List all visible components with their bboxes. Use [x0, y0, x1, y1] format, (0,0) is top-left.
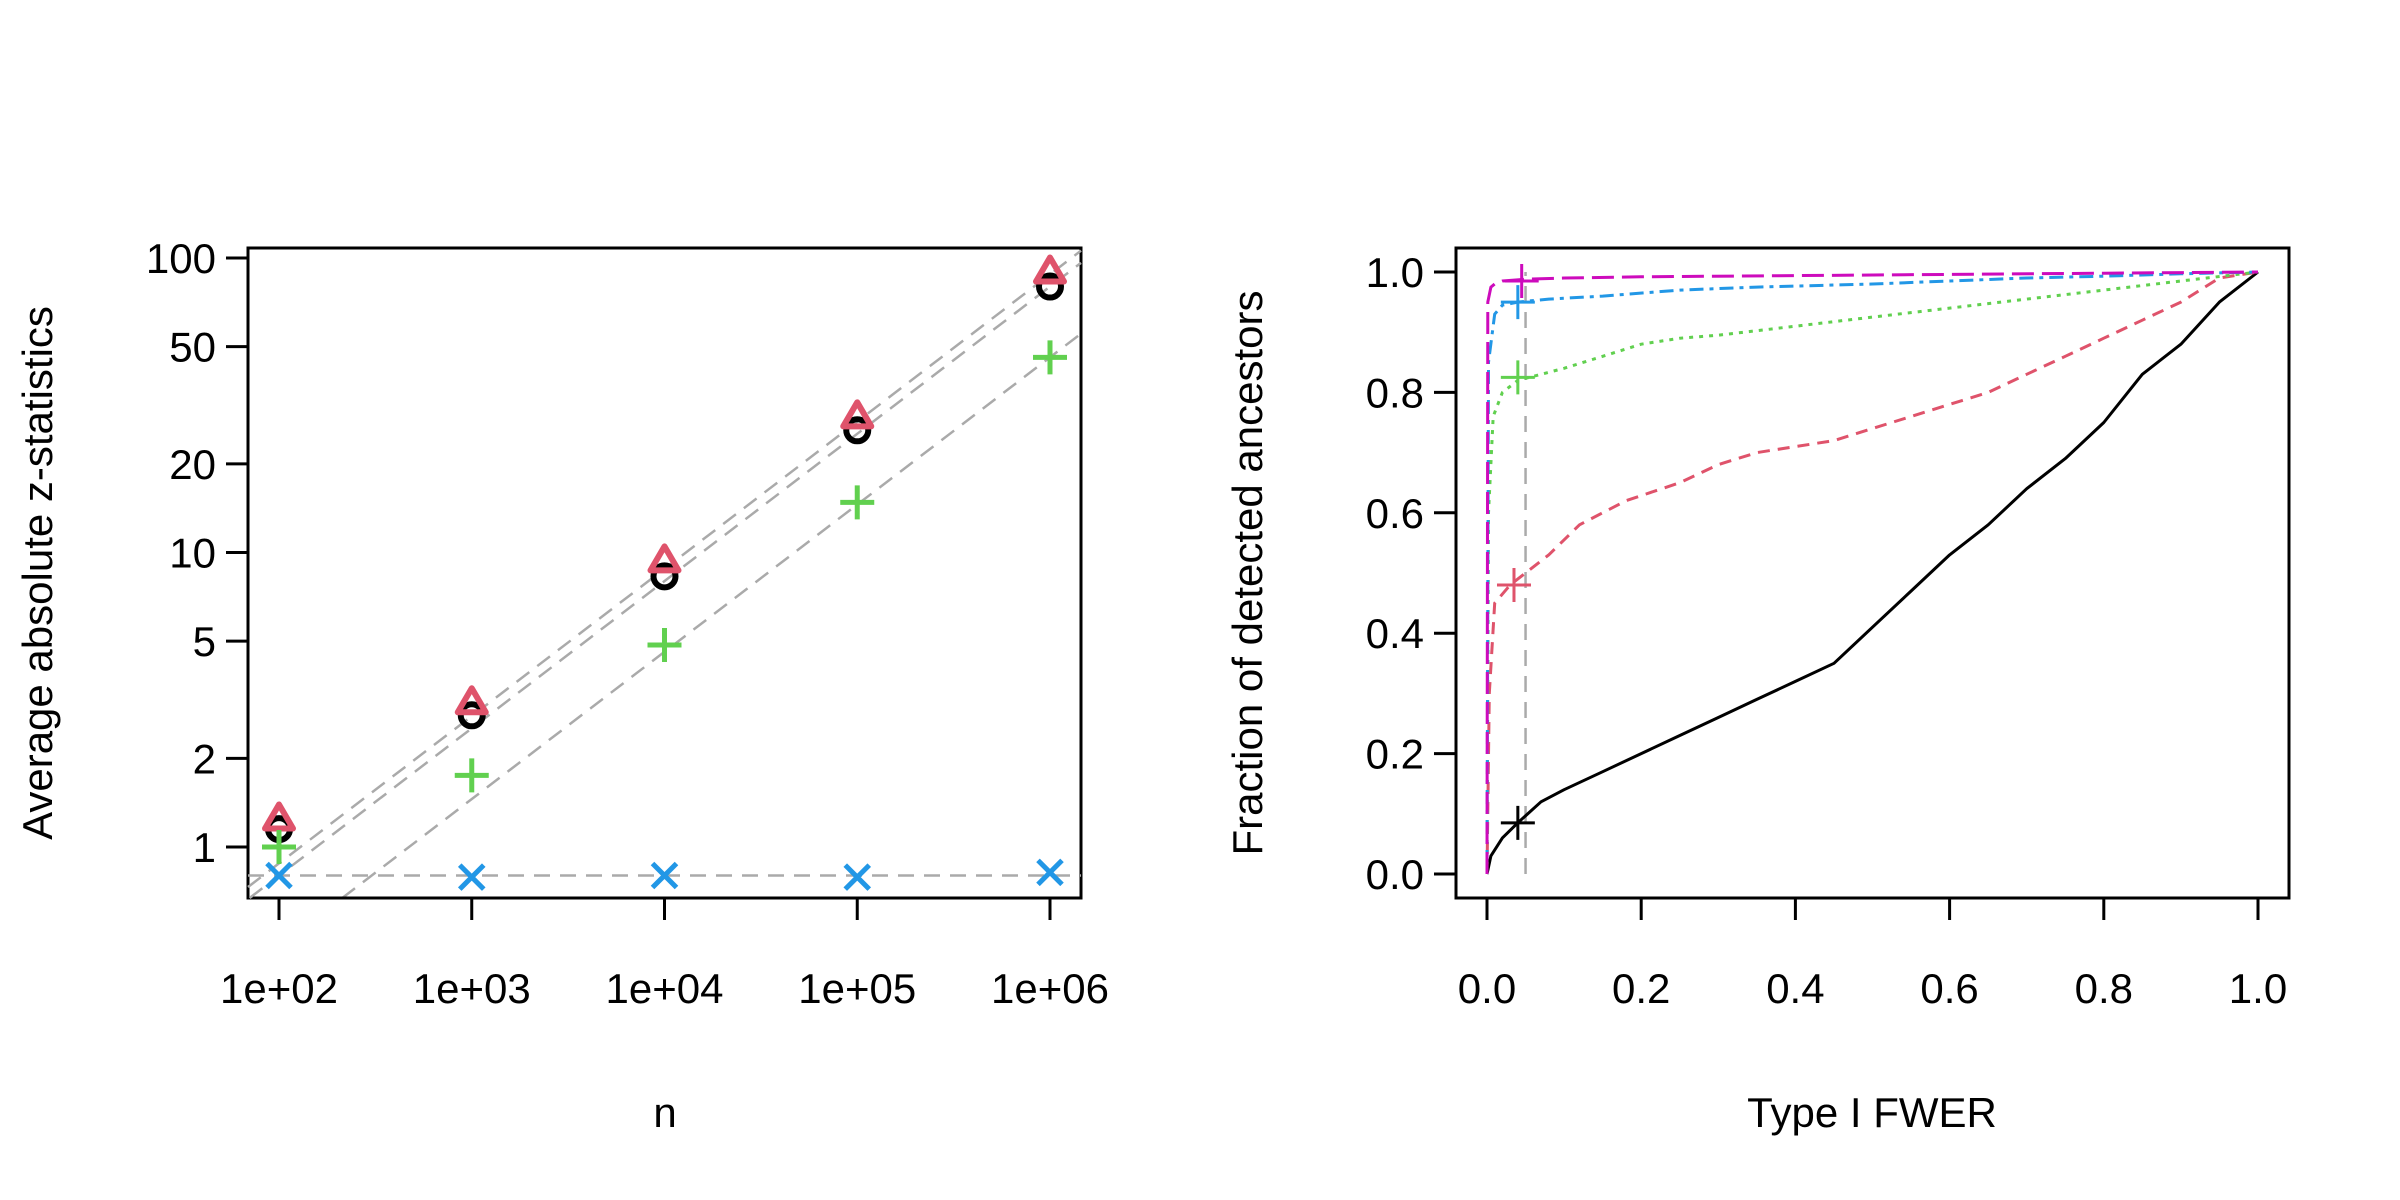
right-marker-green [1500, 360, 1535, 395]
left-point-plus [1033, 340, 1067, 375]
left-point-plus [840, 485, 875, 520]
right-y-tick-label: 0.8 [1366, 369, 1424, 416]
right-y-tick-label: 0.2 [1366, 731, 1424, 778]
left-point-cross [650, 861, 679, 890]
left-y-tick-label: 1 [193, 824, 216, 871]
right-marker-magenta [1504, 264, 1539, 299]
right-y-axis-label: Fraction of detected ancestors [1224, 291, 1271, 856]
right-series-markers [1496, 264, 1539, 840]
left-point-circle [1036, 272, 1064, 301]
right-x-tick-label: 0.8 [2075, 965, 2133, 1012]
left-point-plus [262, 830, 296, 864]
left-data-points [262, 254, 1067, 891]
left-point-circle [843, 416, 872, 445]
left-point-triangle [1033, 254, 1067, 285]
left-point-triangle [262, 801, 296, 832]
right-y-tick-label: 0.4 [1366, 610, 1424, 657]
left-x-axis-label: n [653, 1089, 676, 1136]
left-y-axis-label: Average absolute z-statistics [14, 306, 61, 840]
right-series-red [1485, 270, 2259, 875]
right-y-tick-label: 0.6 [1366, 490, 1424, 537]
left-point-circle [650, 562, 679, 591]
left-y-tick-label: 5 [193, 618, 216, 665]
right-marker-red [1496, 568, 1531, 603]
left-point-triangle [647, 543, 682, 574]
left-x-tick-label: 1e+04 [606, 965, 724, 1012]
right-x-tick-label: 0.6 [1920, 965, 1978, 1012]
right-marker-blue [1500, 285, 1535, 320]
right-x-axis: 0.0 0.2 0.4 0.6 0.8 1.0 [1458, 896, 2287, 1012]
right-series-black [1485, 270, 2259, 875]
left-chart: 1 2 5 10 20 50 100 1e+02 1e+03 1e+04 1e+05 1e+06 n… [14, 235, 1109, 1136]
left-point-cross [265, 861, 293, 890]
left-point-plus [454, 758, 489, 793]
right-x-tick-label: 0.2 [1612, 965, 1670, 1012]
right-x-tick-label: 1.0 [2229, 965, 2287, 1012]
right-series-blue [1485, 270, 2259, 875]
left-point-cross [457, 863, 486, 891]
right-series-magenta [1485, 270, 2259, 875]
left-x-tick-label: 1e+05 [798, 965, 916, 1012]
right-x-axis-label: Type I FWER [1747, 1089, 1997, 1136]
left-y-axis: 1 2 5 10 20 50 100 [146, 235, 250, 871]
right-chart: 0.0 0.2 0.4 0.6 0.8 1.0 0.0 0.2 0.4 0.6 0.8 1.0 Ty… [1224, 246, 2291, 1136]
left-x-axis: 1e+02 1e+03 1e+04 1e+05 1e+06 [220, 896, 1109, 1012]
right-y-tick-label: 0.0 [1366, 851, 1424, 898]
left-y-tick-label: 10 [169, 530, 216, 577]
left-y-tick-label: 100 [146, 235, 216, 282]
left-point-circle [457, 701, 486, 730]
right-series-green [1485, 270, 2259, 875]
right-x-tick-label: 0.4 [1766, 965, 1824, 1012]
left-point-cross [843, 863, 872, 891]
left-y-tick-label: 20 [169, 441, 216, 488]
left-x-tick-label: 1e+03 [413, 965, 531, 1012]
right-x-tick-label: 0.0 [1458, 965, 1516, 1012]
left-point-triangle [454, 685, 489, 716]
left-point-triangle [840, 399, 875, 430]
left-y-tick-label: 50 [169, 324, 216, 371]
left-x-tick-label: 1e+06 [991, 965, 1109, 1012]
left-point-plus [647, 628, 682, 663]
right-y-tick-label: 1.0 [1366, 249, 1424, 296]
left-y-tick-label: 2 [193, 735, 216, 782]
left-reference-line-1 [248, 261, 1082, 899]
left-x-tick-label: 1e+02 [220, 965, 338, 1012]
left-point-cross [1036, 858, 1064, 887]
right-marker-black [1500, 805, 1535, 840]
right-series-lines [1485, 270, 2259, 875]
right-y-axis: 0.0 0.2 0.4 0.6 0.8 1.0 [1366, 249, 1458, 898]
